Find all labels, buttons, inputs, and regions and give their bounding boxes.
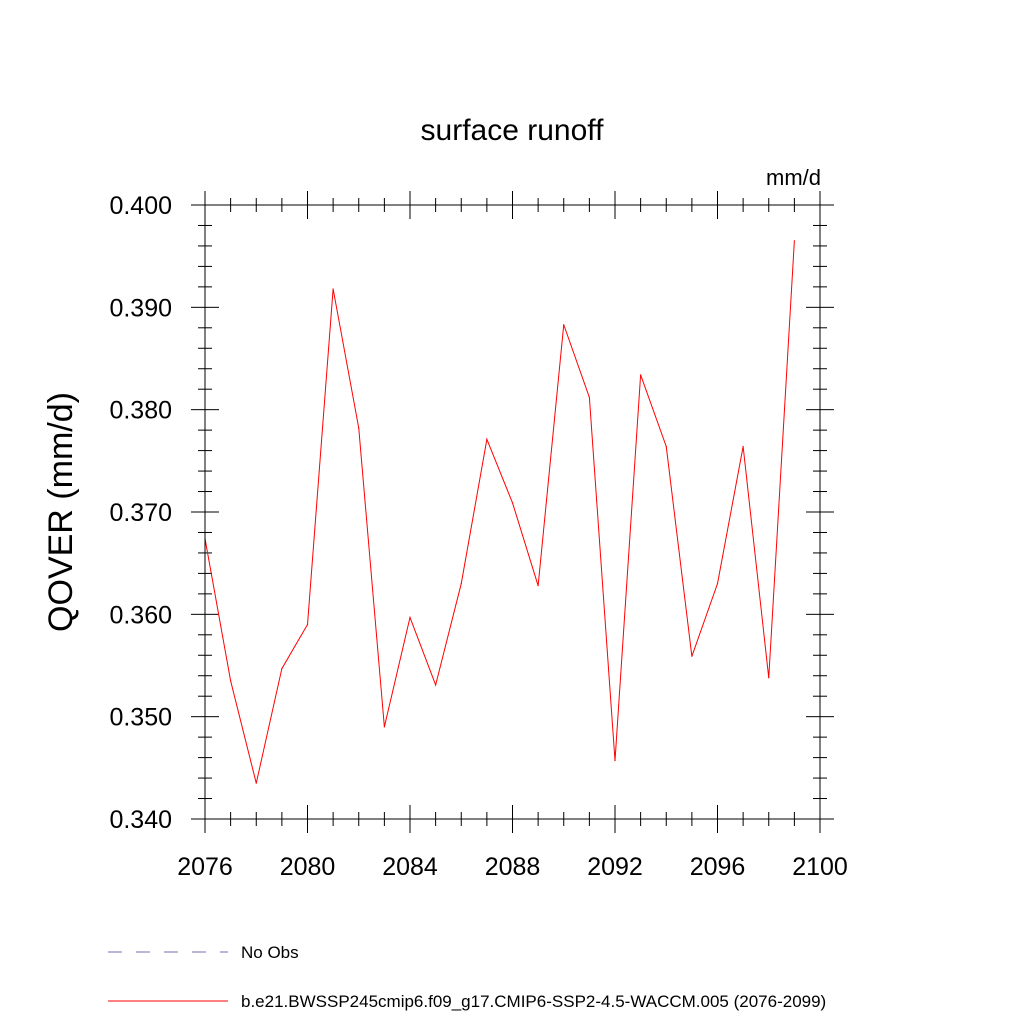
y-tick-label-6: 0.400	[109, 192, 172, 220]
data-point-2087	[486, 438, 488, 440]
y-tick-label-5: 0.390	[109, 294, 172, 322]
data-point-2079	[281, 667, 283, 670]
x-tick-label-2096: 2096	[690, 853, 746, 881]
data-point-2078	[255, 782, 257, 784]
y-axis-label: QOVER (mm/d)	[42, 392, 80, 632]
x-tick-label-2084: 2084	[382, 853, 438, 881]
y-tick-label-0: 0.340	[109, 806, 172, 834]
plot-frame	[204, 204, 821, 820]
data-point-2096	[716, 583, 719, 585]
data-point-2077	[230, 680, 232, 682]
data-point-2089	[537, 585, 539, 587]
data-point-2092	[614, 760, 616, 762]
data-point-2083	[383, 726, 385, 728]
y-tick-label-1: 0.350	[109, 704, 172, 732]
tick-labels: 2076 2080 2084 2088 2092 2096 2100 0.340 0.350 0.…	[109, 192, 847, 881]
data-point-2093	[640, 374, 642, 376]
data-point-2090	[563, 324, 565, 326]
data-point-2095	[691, 655, 693, 657]
x-tick-label-2100: 2100	[792, 853, 848, 881]
data-point-2097	[742, 445, 744, 448]
x-tick-label-2088: 2088	[485, 853, 541, 881]
data-point-2088	[511, 502, 514, 504]
data-point-2081	[332, 288, 334, 290]
y-tick-label-3: 0.370	[109, 499, 172, 527]
data-point-2085	[435, 684, 437, 686]
chart-title: surface runoff	[421, 114, 605, 147]
data-point-2094	[665, 445, 667, 448]
data-point-2086	[460, 583, 462, 585]
y-tick-label-2: 0.360	[109, 601, 172, 629]
data-point-2084	[409, 616, 411, 619]
series-line-0	[204, 240, 795, 784]
data-point-2080	[306, 623, 309, 626]
axis-ticks	[191, 191, 834, 833]
legend: No Obs b.e21.BWSSP245cmip6.f09_g17.CMIP6…	[108, 943, 826, 1011]
legend-label-no-obs: No Obs	[241, 943, 299, 962]
y-tick-label-4: 0.380	[109, 397, 172, 425]
data-point-2082	[358, 427, 360, 429]
x-tick-label-2080: 2080	[280, 853, 336, 881]
series-layer	[204, 240, 795, 784]
x-tick-label-2076: 2076	[177, 853, 233, 881]
data-point-2091	[588, 396, 590, 398]
x-tick-label-2092: 2092	[587, 853, 643, 881]
legend-label-model: b.e21.BWSSP245cmip6.f09_g17.CMIP6-SSP2-4…	[241, 992, 826, 1011]
data-point-2099	[793, 240, 795, 242]
units-label: mm/d	[766, 165, 821, 190]
data-point-2098	[768, 677, 770, 679]
